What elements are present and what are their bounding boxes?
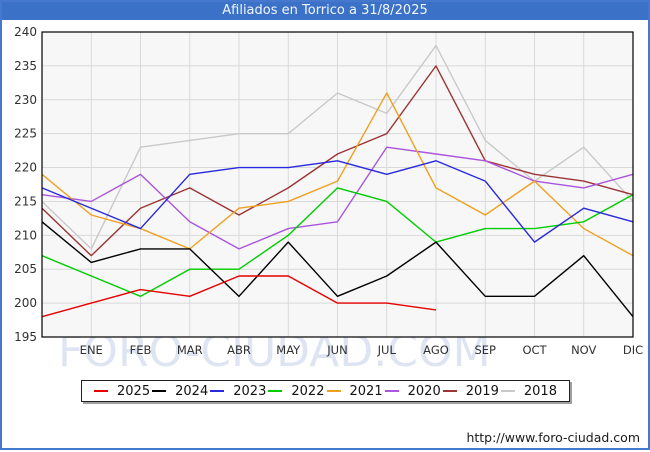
page-title: Afiliados en Torrico a 31/8/2025 <box>222 3 428 18</box>
legend-label-2025: 2025 <box>117 383 151 399</box>
legend-label-2023: 2023 <box>233 383 267 399</box>
y-tick-label-240: 240 <box>14 25 37 39</box>
legend-item-2025: 2025 <box>94 384 150 399</box>
plot-border <box>41 31 634 338</box>
y-tick-label-205: 205 <box>14 262 37 276</box>
legend-swatch-2024 <box>152 390 167 392</box>
x-tick-label-DIC: DIC <box>623 343 643 357</box>
legend-label-2018: 2018 <box>523 383 557 399</box>
legend-swatch-2020 <box>384 390 399 392</box>
y-tick-label-235: 235 <box>14 59 37 73</box>
legend-swatch-2019 <box>442 390 457 392</box>
series-line-2019 <box>41 65 634 257</box>
series-line-2025 <box>41 275 437 318</box>
y-tick-label-195: 195 <box>14 330 37 344</box>
legend-label-2019: 2019 <box>465 383 499 399</box>
x-tick-label-NOV: NOV <box>571 343 596 357</box>
x-tick-label-SEP: SEP <box>474 343 496 357</box>
legend-swatch-2025 <box>94 390 108 392</box>
y-tick-label-220: 220 <box>14 161 37 175</box>
x-tick-label-AGO: AGO <box>423 343 449 357</box>
x-tick-label-MAR: MAR <box>177 343 203 357</box>
x-tick-label-MAY: MAY <box>276 343 301 357</box>
legend-label-2022: 2022 <box>291 383 325 399</box>
title-bar: Afiliados en Torrico a 31/8/2025 <box>2 2 648 20</box>
legend-item-2022: 2022 <box>268 384 324 399</box>
y-tick-label-225: 225 <box>14 127 37 141</box>
legend-item-2021: 2021 <box>326 383 383 399</box>
legend-swatch-2018 <box>500 390 515 392</box>
x-tick-label-FEB: FEB <box>130 343 152 357</box>
series-line-2023 <box>41 160 634 243</box>
legend-label-2024: 2024 <box>175 383 209 399</box>
series-line-2024 <box>41 221 634 318</box>
legend: 2025 2024 2023 2022 2021 2020 2019 2018 <box>81 380 570 402</box>
x-tick-label-JUL: JUL <box>377 343 397 357</box>
legend-swatch-2023 <box>210 390 225 392</box>
legend-item-2024: 2024 <box>152 384 208 399</box>
x-tick-label-JUN: JUN <box>326 343 347 357</box>
y-tick-label-215: 215 <box>14 194 37 208</box>
y-tick-label-200: 200 <box>14 296 37 310</box>
y-tick-label-230: 230 <box>14 93 37 107</box>
x-tick-label-OCT: OCT <box>522 343 547 357</box>
legend-swatch-2021 <box>326 390 341 392</box>
footer-url[interactable]: http://www.foro-ciudad.com <box>466 430 640 445</box>
legend-item-2020: 2020 <box>384 383 441 399</box>
series-line-2022 <box>41 187 634 298</box>
y-tick-label-210: 210 <box>14 228 37 242</box>
legend-item-2023: 2023 <box>210 384 266 399</box>
legend-item-2018: 2018 <box>500 383 557 399</box>
legend-swatch-2022 <box>268 390 283 392</box>
legend-item-2019: 2019 <box>442 383 499 399</box>
legend-label-2021: 2021 <box>349 383 383 399</box>
x-tick-label-ENE: ENE <box>80 343 103 357</box>
x-tick-label-ABR: ABR <box>227 343 251 357</box>
legend-label-2020: 2020 <box>407 383 441 399</box>
